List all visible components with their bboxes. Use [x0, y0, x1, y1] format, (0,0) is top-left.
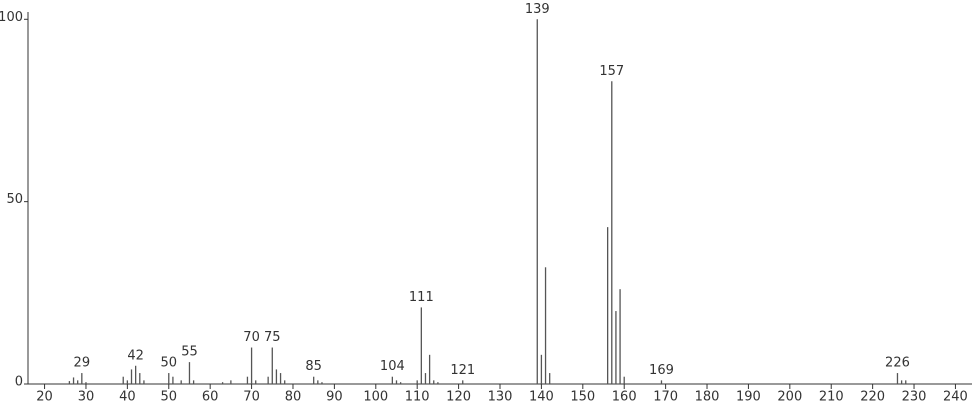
- peak-label: 85: [305, 359, 322, 374]
- x-tick-label: 100: [363, 390, 388, 405]
- peak-label: 29: [74, 356, 91, 371]
- x-tick-label: 80: [285, 390, 302, 405]
- x-tick-label: 40: [119, 390, 136, 405]
- peak-label: 42: [127, 348, 144, 363]
- x-tick-label: 240: [943, 390, 968, 405]
- x-tick-label: 30: [78, 390, 95, 405]
- x-tick-label: 130: [488, 390, 513, 405]
- x-tick-label: 20: [36, 390, 53, 405]
- x-tick-label: 70: [243, 390, 260, 405]
- x-tick-label: 210: [819, 390, 844, 405]
- x-tick-label: 220: [860, 390, 885, 405]
- x-tick-label: 90: [326, 390, 343, 405]
- peak-label: 104: [380, 359, 405, 374]
- x-tick-label: 50: [160, 390, 177, 405]
- peak-label: 70: [243, 330, 260, 345]
- peak-label: 169: [649, 363, 674, 378]
- peak-label: 111: [409, 290, 434, 305]
- x-tick-label: 160: [612, 390, 637, 405]
- x-tick-label: 180: [695, 390, 720, 405]
- x-tick-label: 110: [405, 390, 430, 405]
- x-tick-label: 120: [446, 390, 471, 405]
- peak-label: 50: [160, 356, 177, 371]
- peak-label: 75: [264, 330, 281, 345]
- x-tick-label: 150: [570, 390, 595, 405]
- peak-label: 139: [525, 2, 550, 17]
- y-tick-label: 50: [6, 192, 23, 207]
- peak-label: 157: [599, 64, 624, 79]
- x-tick-label: 140: [529, 390, 554, 405]
- y-tick-label: 100: [0, 10, 23, 25]
- x-tick-label: 170: [653, 390, 678, 405]
- peak-label: 121: [450, 363, 475, 378]
- x-tick-label: 200: [777, 390, 802, 405]
- x-tick-label: 230: [902, 390, 927, 405]
- peak-label: 226: [885, 356, 910, 371]
- x-tick-label: 190: [736, 390, 761, 405]
- x-tick-label: 60: [202, 390, 219, 405]
- y-tick-label: 0: [15, 375, 23, 390]
- peak-label: 55: [181, 345, 198, 360]
